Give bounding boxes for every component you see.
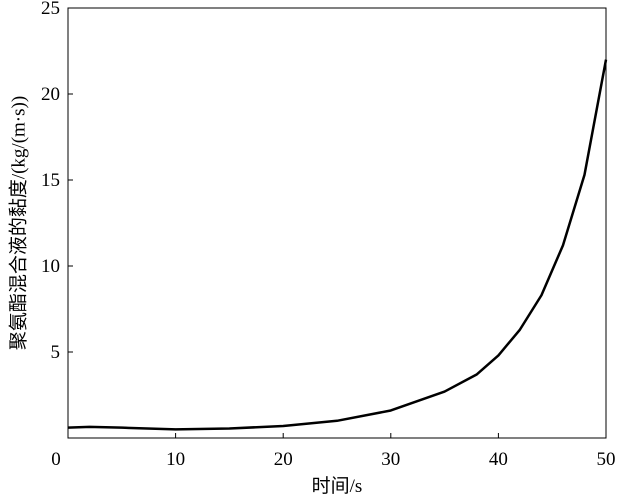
x-tick-label: 30: [381, 449, 400, 470]
line: [67, 59, 608, 431]
x-tick-label: 50: [597, 449, 616, 470]
y-tick-label: 10: [41, 256, 60, 277]
y-tick-label: 20: [41, 84, 60, 105]
x-tick-label: 10: [166, 449, 185, 470]
y-axis-label: 聚氨酯混合液的黏度/(kg/(m·s)): [7, 96, 29, 350]
x-tick-label: 0: [51, 449, 61, 470]
x-axis-label: 时间/s: [312, 475, 363, 497]
y-tick-label: 15: [41, 170, 60, 191]
x-tick-label: 20: [274, 449, 293, 470]
x-tick-label: 40: [489, 449, 508, 470]
y-tick-label: 25: [41, 0, 60, 19]
plot-frame: [67, 7, 607, 439]
y-tick-label: 5: [51, 342, 61, 363]
